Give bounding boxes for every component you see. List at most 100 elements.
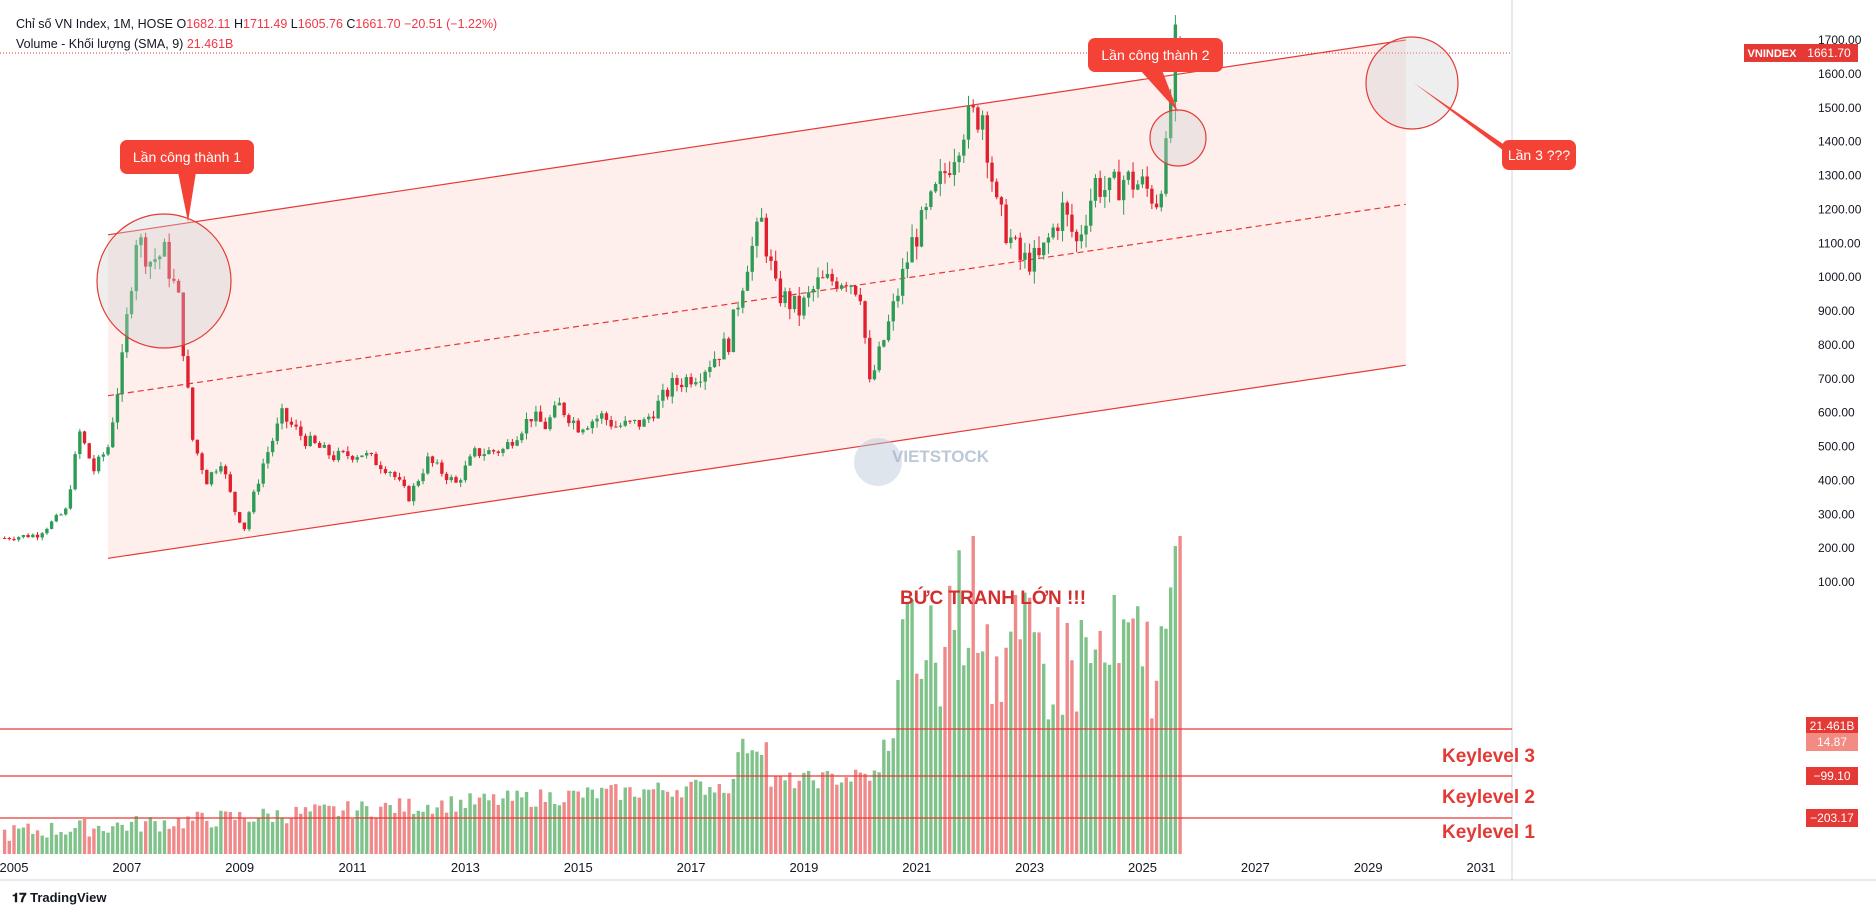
candle-body [510, 442, 515, 446]
candle-body [393, 472, 397, 478]
volume-bar [877, 772, 881, 854]
volume-bar [1140, 666, 1145, 854]
legend-high-label: H [233, 17, 244, 31]
price-channel [0, 39, 1512, 559]
volume-bar [962, 665, 966, 854]
candle-body [195, 439, 200, 454]
volume-bar [665, 791, 670, 854]
volume-bar [477, 797, 482, 854]
volume-bar [223, 811, 228, 854]
time-tick-label: 2017 [677, 860, 706, 875]
volume-bar [200, 812, 204, 854]
volume-bar [933, 662, 938, 854]
candle-body [741, 290, 745, 308]
volume-bar [247, 821, 251, 854]
candle-body [731, 309, 736, 353]
volume-bar [40, 835, 44, 854]
candle-body [106, 447, 110, 455]
volume-bar [92, 828, 96, 854]
candle-body [289, 421, 294, 425]
volume-bar [17, 828, 21, 854]
candle-body [797, 295, 801, 316]
candle-body [473, 448, 477, 457]
candle-body [2, 537, 7, 539]
candle-body [966, 105, 971, 140]
symbol-price-tag [1744, 43, 1800, 62]
candle-body [78, 431, 82, 455]
volume-bar [355, 810, 359, 854]
candle-body [849, 285, 853, 287]
callout-attack-1-box [120, 140, 254, 174]
legend-low: 1605.76 [297, 17, 343, 31]
volume-bar [736, 752, 740, 854]
volume-bar [1074, 711, 1079, 854]
volume-bar [134, 816, 138, 854]
volume-bar [515, 790, 519, 854]
volume-bar [971, 536, 975, 854]
candle-body [228, 474, 232, 492]
volume-bar [487, 800, 491, 854]
price-tick-label: 800.00 [1818, 338, 1855, 352]
tradingview-logo[interactable]: 𝟏𝟕 TradingView [12, 890, 106, 906]
volume-bar [1121, 619, 1126, 854]
candle-body [783, 291, 787, 304]
candle-body [454, 477, 458, 483]
volume-bar [576, 791, 580, 854]
volume-bar [872, 770, 877, 854]
volume-bar [426, 804, 430, 854]
candle-body [1168, 101, 1173, 139]
candle-body [524, 419, 529, 434]
candle-body [774, 260, 778, 279]
volume-bar [496, 804, 500, 854]
volume-bar [275, 810, 280, 854]
volume-bar [139, 831, 143, 854]
time-axis[interactable]: 2005 2007 2009 2011 2013 2015 2017 2019 2021 2023… [0, 860, 1495, 875]
candle-body [336, 450, 341, 461]
candle-body [73, 454, 77, 490]
candle-body [369, 453, 374, 455]
symbol-tag-label: VNINDEX [1748, 48, 1798, 60]
candle-body [167, 241, 171, 279]
candle-body [82, 431, 87, 444]
price-tick-label: 1100.00 [1818, 236, 1861, 250]
volume-bar [162, 820, 167, 854]
volume-bars [2, 536, 1182, 854]
candle-body [458, 480, 463, 483]
candle-body [858, 294, 863, 302]
callout-attack-3-box [1502, 140, 1576, 170]
volume-bar [388, 804, 392, 854]
candle-body [388, 472, 392, 474]
candle-body [1027, 252, 1032, 272]
volume-bar [510, 800, 515, 854]
volume-bar [411, 813, 416, 854]
volume-bar [985, 624, 989, 854]
candle-body [980, 115, 985, 130]
volume-bar [684, 786, 689, 854]
candle-body [661, 389, 665, 401]
price-axis[interactable]: 100.00 200.00 300.00 400.00 500.00 600.00 700.… [1744, 33, 1862, 827]
volume-bar [943, 646, 947, 854]
annotations: Lần công thành 1 Lần công thành 2 Lần 3 ??… [96, 36, 1576, 609]
volume-bar [581, 797, 585, 854]
candle-body [792, 295, 797, 310]
candle-body [501, 448, 505, 453]
volume-bar [233, 819, 237, 854]
volume-bar [176, 817, 181, 854]
candle-body [618, 425, 623, 427]
keylevel-2-tag [1806, 767, 1858, 785]
candle-body [1145, 176, 1149, 189]
price-tick-label: 200.00 [1818, 541, 1855, 555]
candle-body [952, 162, 957, 176]
volume-bar [825, 771, 830, 854]
candle-body [435, 462, 439, 464]
candle-body [285, 408, 289, 422]
volume-bar [1027, 597, 1032, 854]
candle-body [745, 271, 750, 291]
volume-bar [567, 790, 571, 854]
volume-bar [759, 754, 764, 854]
candle-body [162, 241, 167, 257]
volume-bar [792, 788, 797, 854]
volume-bar [82, 818, 87, 854]
candle-body [717, 358, 721, 360]
